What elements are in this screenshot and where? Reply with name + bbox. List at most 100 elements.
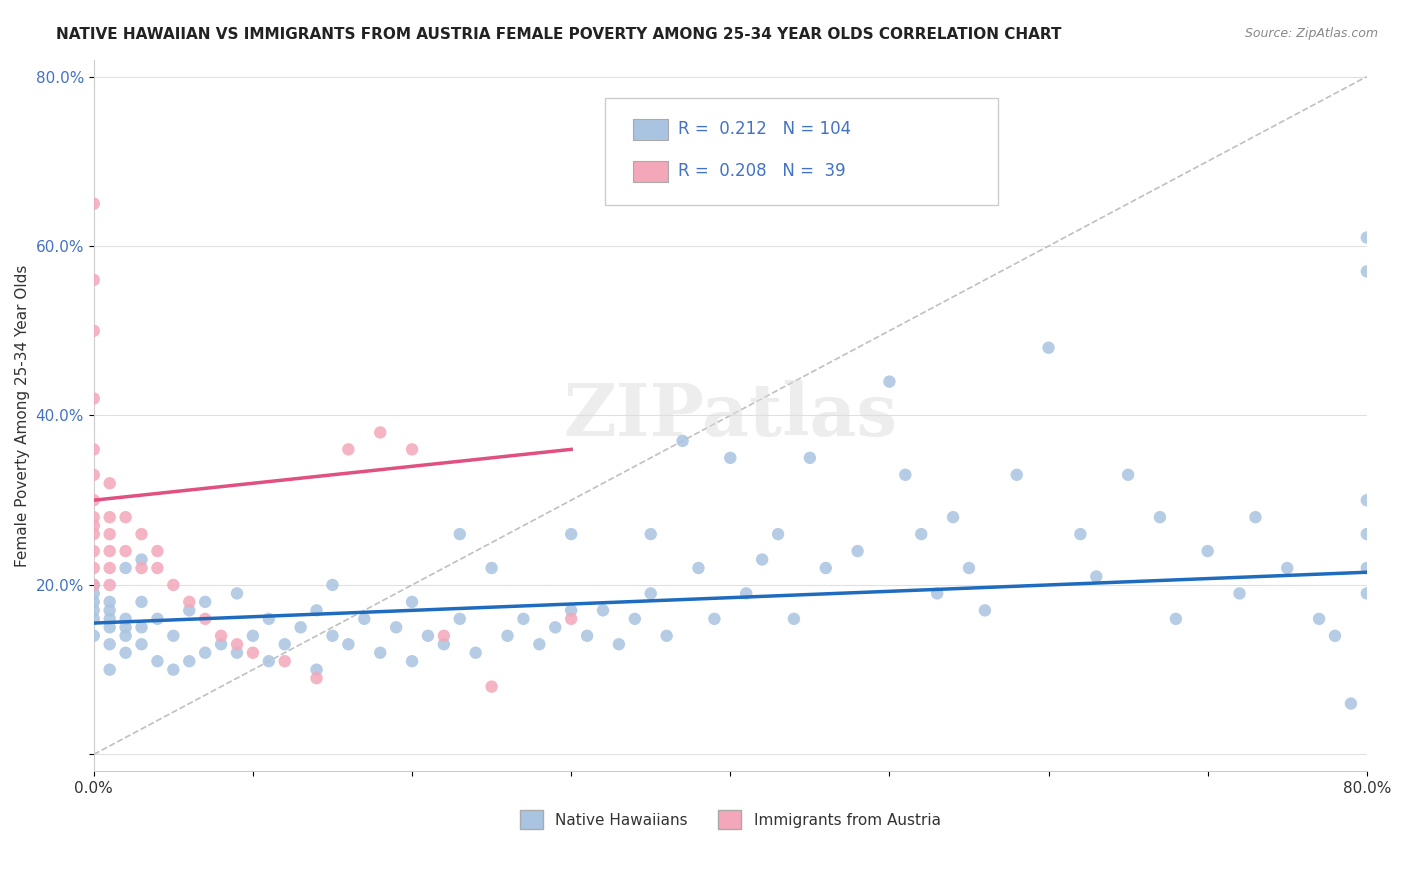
Point (496, 629, 519, 643)
Point (1244, 510, 1267, 524)
Point (560, 612, 582, 626)
Point (910, 527, 932, 541)
Point (1355, 527, 1378, 541)
Point (401, 654, 423, 668)
Point (179, 595, 201, 609)
Point (226, 586, 249, 600)
Point (98, 476, 121, 491)
Point (290, 620, 312, 634)
Point (529, 637, 551, 651)
Point (226, 637, 249, 651)
Point (1229, 586, 1251, 600)
Point (481, 561, 503, 575)
Point (592, 603, 614, 617)
Point (401, 442, 423, 457)
Point (114, 646, 136, 660)
Point (226, 646, 249, 660)
Point (194, 595, 217, 609)
Point (146, 561, 169, 575)
Point (194, 612, 217, 626)
Text: ZIPatlas: ZIPatlas (564, 380, 897, 451)
Point (894, 467, 917, 482)
Point (83, 544, 105, 558)
Point (83, 578, 105, 592)
Point (1085, 569, 1108, 583)
Point (146, 612, 169, 626)
Text: R =  0.208   N =  39: R = 0.208 N = 39 (678, 162, 845, 180)
Point (433, 637, 456, 651)
Point (703, 612, 725, 626)
Point (449, 527, 471, 541)
Point (560, 603, 582, 617)
Point (131, 620, 153, 634)
Point (655, 629, 678, 643)
Point (512, 612, 534, 626)
Point (1308, 612, 1330, 626)
Point (257, 654, 280, 668)
Point (368, 646, 391, 660)
Point (114, 561, 136, 575)
Point (481, 680, 503, 694)
Point (433, 629, 456, 643)
Point (416, 629, 439, 643)
Point (179, 654, 201, 668)
Text: R =  0.212   N = 104: R = 0.212 N = 104 (678, 120, 851, 138)
Point (146, 544, 169, 558)
Point (305, 671, 328, 685)
Point (1069, 527, 1091, 541)
Point (162, 578, 184, 592)
Point (83, 510, 105, 524)
Point (1277, 561, 1299, 575)
Point (83, 578, 105, 592)
Point (799, 450, 821, 465)
Point (114, 620, 136, 634)
Point (718, 450, 741, 465)
Point (83, 561, 105, 575)
Point (544, 620, 567, 634)
Point (98, 663, 121, 677)
Point (98, 620, 121, 634)
Point (1149, 510, 1171, 524)
Point (957, 561, 980, 575)
Point (321, 629, 343, 643)
Point (814, 561, 837, 575)
Point (98, 637, 121, 651)
Point (783, 612, 806, 626)
Point (242, 629, 264, 643)
Point (131, 561, 153, 575)
Point (98, 561, 121, 575)
Point (942, 510, 965, 524)
Point (83, 493, 105, 508)
Point (162, 663, 184, 677)
Point (114, 612, 136, 626)
Point (385, 620, 408, 634)
Point (83, 603, 105, 617)
Point (401, 595, 423, 609)
Point (274, 654, 297, 668)
Point (353, 612, 375, 626)
Point (305, 663, 328, 677)
Point (83, 518, 105, 533)
Point (640, 527, 662, 541)
Point (1355, 493, 1378, 508)
Point (209, 637, 232, 651)
Point (337, 637, 360, 651)
Point (671, 434, 693, 448)
Text: Source: ZipAtlas.com: Source: ZipAtlas.com (1244, 27, 1378, 40)
Point (114, 510, 136, 524)
Point (114, 544, 136, 558)
Point (1355, 264, 1378, 278)
Point (751, 552, 773, 566)
Point (98, 544, 121, 558)
Point (83, 392, 105, 406)
Point (607, 637, 630, 651)
Point (1340, 697, 1362, 711)
Point (83, 442, 105, 457)
Point (83, 586, 105, 600)
Point (368, 425, 391, 440)
Point (83, 273, 105, 287)
Point (83, 595, 105, 609)
Point (83, 629, 105, 643)
Point (131, 527, 153, 541)
Point (83, 527, 105, 541)
